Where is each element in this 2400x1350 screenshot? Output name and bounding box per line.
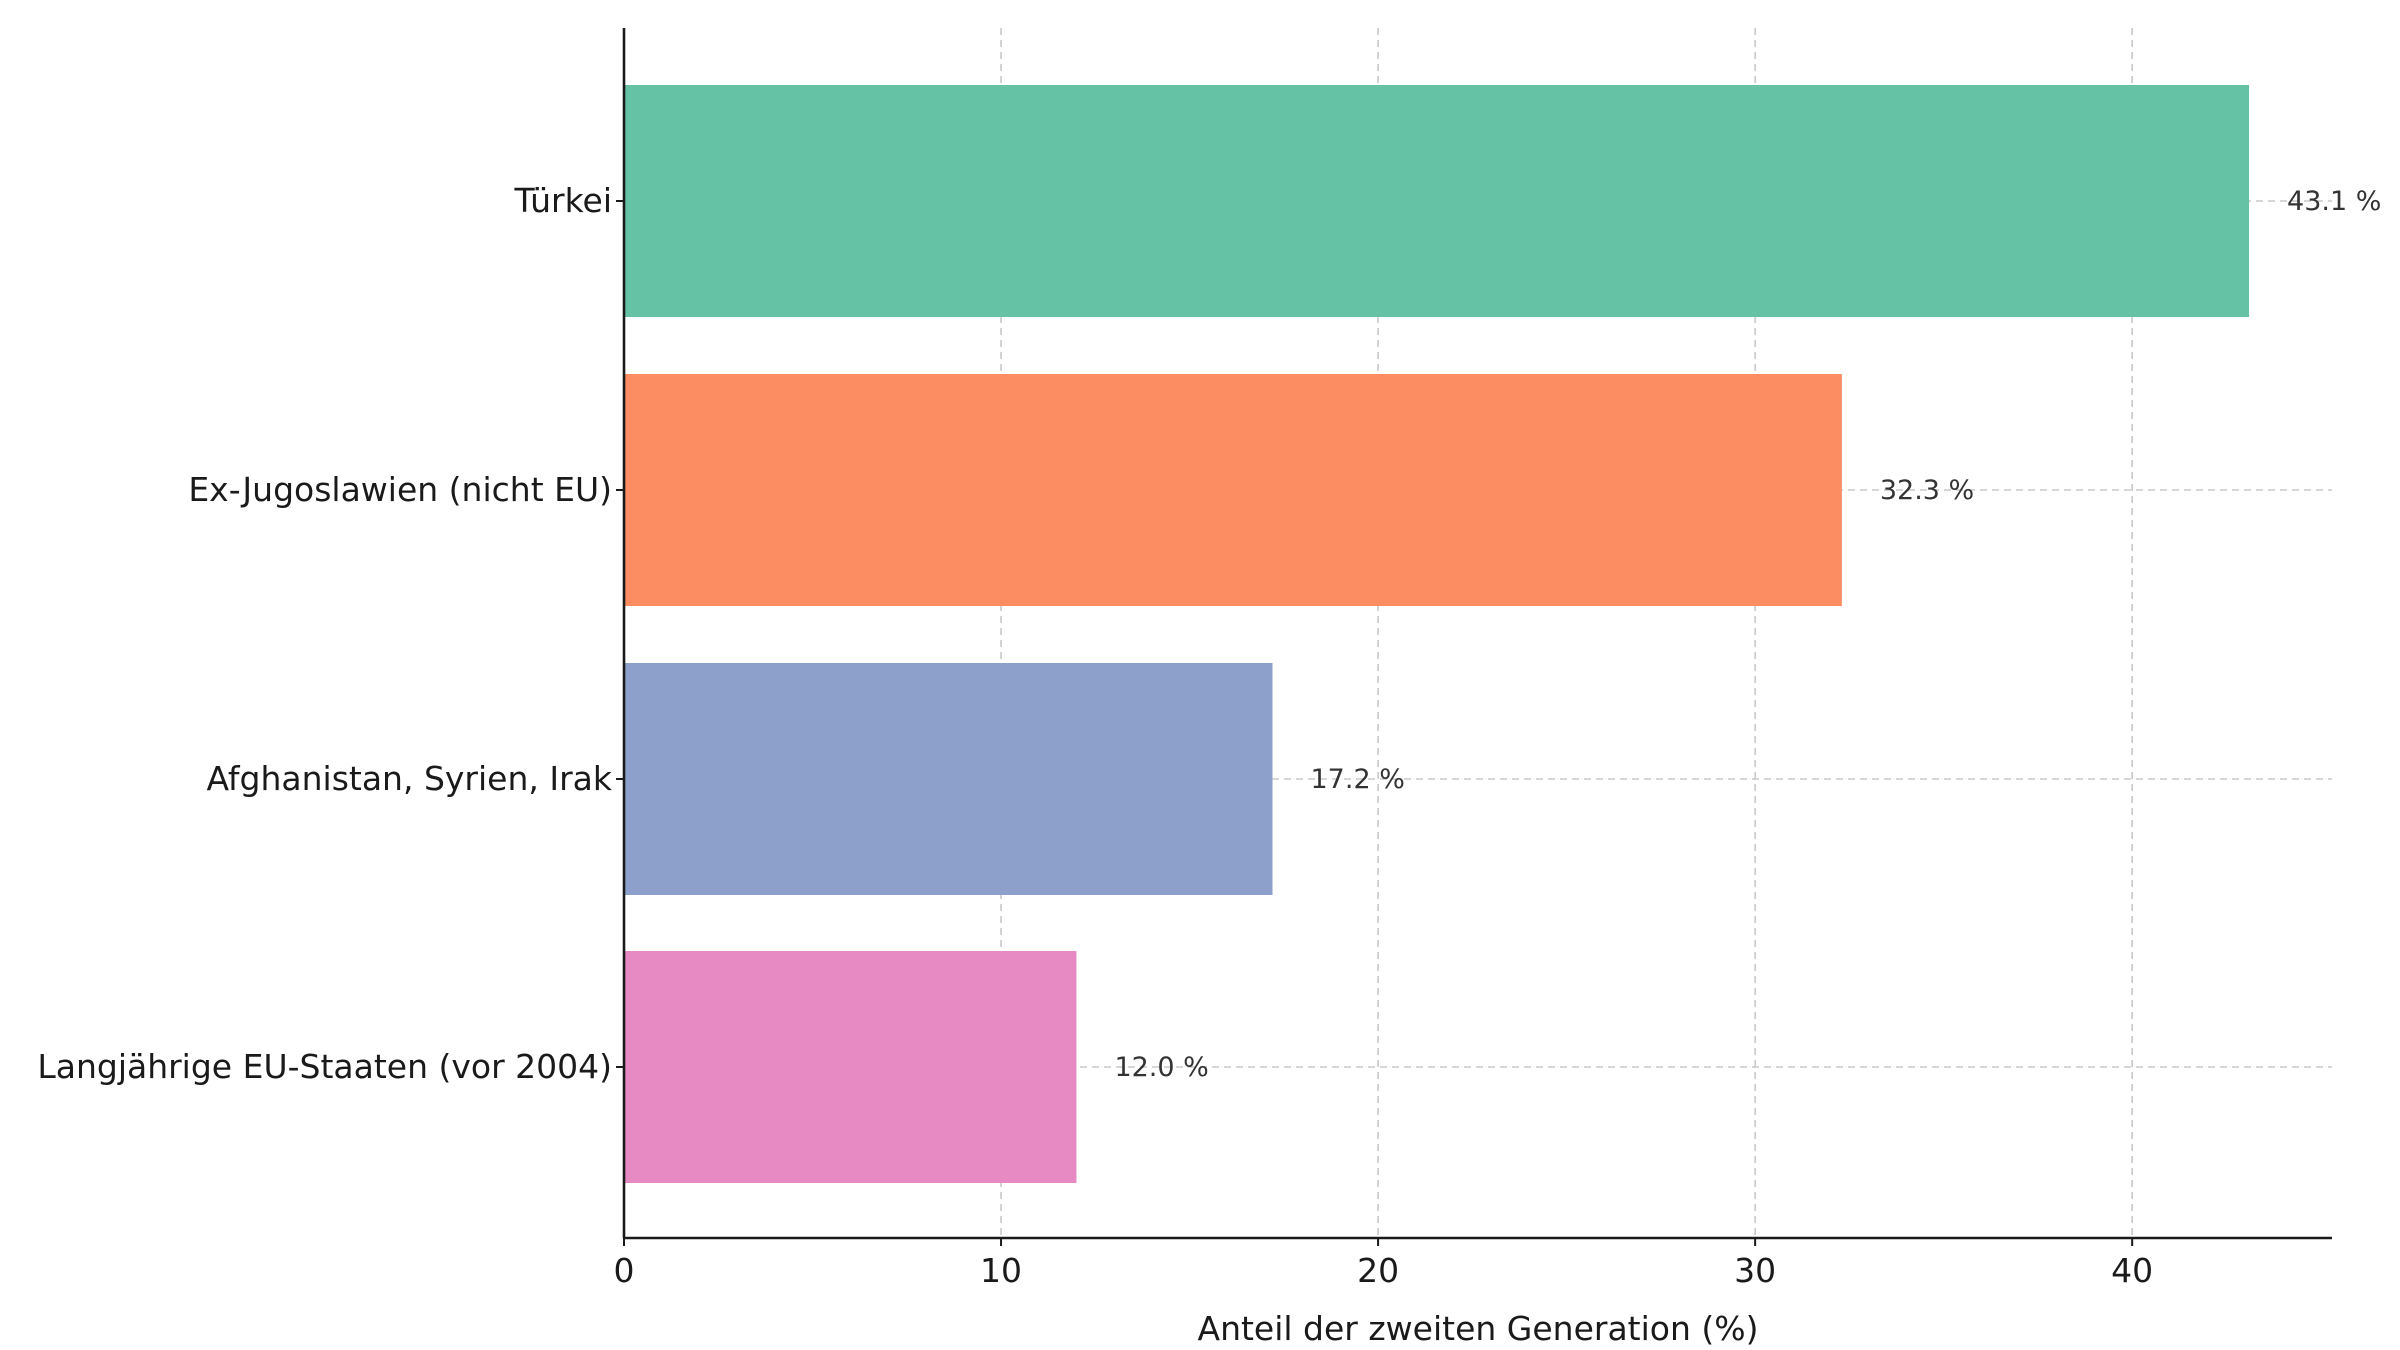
x-tick-label: 0 <box>614 1251 635 1290</box>
category-label: Afghanistan, Syrien, Irak <box>207 759 613 798</box>
bar <box>624 951 1077 1183</box>
bar-value-label: 12.0 % <box>1114 1052 1208 1083</box>
x-tick-label: 20 <box>1357 1251 1399 1290</box>
x-tick-label: 40 <box>2111 1251 2153 1290</box>
value-reference-lines <box>624 200 2332 1068</box>
category-label: Türkei <box>513 181 612 220</box>
bar-value-label: 32.3 % <box>1880 475 1974 506</box>
labels: 43.1 % 32.3 % 17.2 % 12.0 % Türkei Ex-Jugosla… <box>37 181 2381 1290</box>
category-label: Ex-Jugoslawien (nicht EU) <box>188 470 612 509</box>
bar <box>624 663 1273 895</box>
axes <box>616 28 2332 1246</box>
bar <box>624 374 1842 606</box>
x-tick-label: 10 <box>980 1251 1022 1290</box>
x-axis-title: Anteil der zweiten Generation (%) <box>1198 1309 1759 1348</box>
bar-value-label: 17.2 % <box>1311 764 1405 795</box>
bar <box>624 85 2250 317</box>
bar-value-label: 43.1 % <box>2287 186 2381 217</box>
category-label: Langjährige EU-Staaten (vor 2004) <box>37 1047 612 1086</box>
x-tick-label: 30 <box>1734 1251 1776 1290</box>
bars <box>624 85 2250 1183</box>
